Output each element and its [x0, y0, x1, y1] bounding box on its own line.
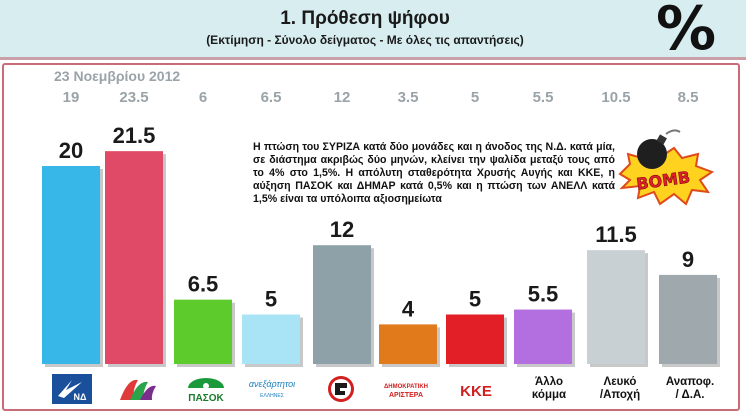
percent-symbol: %	[656, 0, 717, 64]
anel-logo: ανεξάρτητοι ΕΛΛΗΝΕΣ	[237, 374, 307, 404]
label-lefko-line1: Λευκό	[603, 376, 637, 388]
previous-value: 6	[198, 89, 208, 106]
header-band	[0, 0, 746, 57]
bar-value-label: 6.5	[188, 272, 219, 297]
dimar-logo: ΔΗΜΟΚΡΑΤΙΚΗ ΑΡΙΣΤΕΡΑ	[371, 374, 441, 404]
bar-value-label: 5.5	[528, 282, 559, 307]
dimar-logo-text-top: ΔΗΜΟΚΡΑΤΙΚΗ	[384, 384, 428, 390]
bar-6	[379, 324, 437, 364]
bar-value-label: 21.5	[113, 123, 156, 148]
anel-logo-text: ανεξάρτητοι	[249, 379, 295, 389]
bar-value-label: 4	[402, 296, 415, 321]
nd-logo: ΝΔ	[37, 374, 107, 404]
bar-value-label: 20	[59, 138, 83, 163]
bar-value-label: 9	[682, 247, 694, 272]
commentary-text: Η πτώση του ΣΥΡΙΖΑ κατά δύο μονάδες και …	[253, 141, 615, 205]
previous-value: 12	[333, 89, 351, 106]
dimar-logo-text-bottom: ΑΡΙΣΤΕΡΑ	[389, 392, 423, 399]
previous-value: 10.5	[601, 89, 631, 106]
nd-logo-text: ΝΔ	[74, 392, 87, 402]
label-anapof-line2: / Δ.Α.	[675, 389, 705, 401]
previous-value: 6.5	[260, 89, 282, 106]
previous-date-label: 23 Νοεμβρίου 2012	[54, 68, 181, 84]
previous-value: 19	[62, 89, 80, 106]
bar-10	[659, 274, 717, 364]
bar-value-label: 5	[265, 287, 277, 312]
label-lefko: Λευκό /Αποχή	[585, 376, 655, 402]
bar-value-label: 12	[330, 217, 354, 242]
label-anapof: Αναποφ. / Δ.Α.	[655, 376, 725, 402]
pasok-logo: ΠΑΣΟΚ	[171, 374, 241, 404]
bar-value-label: 11.5	[595, 222, 637, 247]
kke-logo-text: ΚΚΕ	[460, 383, 492, 400]
previous-value: 5	[470, 89, 480, 106]
label-lefko-line2: /Αποχή	[599, 389, 641, 401]
previous-value: 8.5	[677, 89, 699, 106]
previous-value: 23.5	[119, 89, 149, 106]
label-anapof-line1: Αναποφ.	[665, 376, 715, 388]
anel-logo-subtext: ΕΛΛΗΝΕΣ	[260, 393, 284, 399]
bar-value-label: 5	[469, 287, 481, 312]
bar-4	[242, 314, 300, 364]
bar-9	[587, 250, 645, 364]
label-allo-line2: κόμμα	[531, 389, 567, 401]
chart-frame	[2, 63, 740, 411]
chart-subtitle: (Εκτίμηση - Σύνολο δείγματος - Με όλες τ…	[206, 33, 524, 47]
bar-5	[313, 245, 371, 364]
previous-value: 3.5	[397, 89, 419, 106]
golden-dawn-logo	[306, 374, 376, 404]
previous-value: 5.5	[532, 89, 554, 106]
bomb-icon: BOMB	[618, 129, 715, 206]
bar-7	[446, 314, 504, 364]
bar-1	[42, 166, 100, 364]
header-divider	[0, 57, 746, 60]
previous-values-row: 19 23.5 6 6.5 12 3.5 5 5.5 10.5 8.5	[0, 89, 746, 109]
kke-logo: ΚΚΕ	[441, 374, 511, 404]
bar-3	[174, 299, 232, 364]
chart-title: 1. Πρόθεση ψήφου	[280, 8, 450, 29]
label-allo: Άλλο κόμμα	[514, 376, 584, 402]
bar-2	[105, 151, 163, 364]
bar-8	[514, 309, 572, 364]
syriza-logo	[103, 374, 173, 404]
label-allo-line1: Άλλο	[535, 376, 563, 388]
pasok-logo-text: ΠΑΣΟΚ	[188, 393, 224, 404]
